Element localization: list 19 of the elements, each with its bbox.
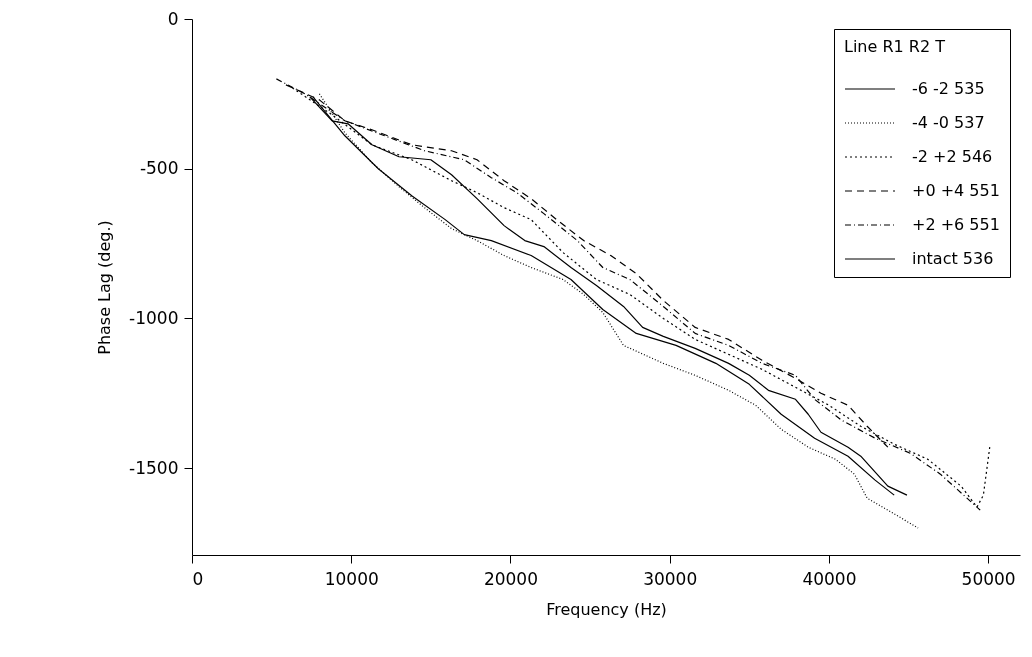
legend-label: intact 536 (912, 249, 994, 268)
x-tick-label: 40000 (802, 568, 857, 589)
y-tick-label: -1500 (129, 457, 179, 478)
y-tick-label: -1000 (129, 307, 179, 328)
legend-label: -2 +2 546 (912, 147, 993, 166)
y-tick-label: 0 (167, 8, 179, 29)
legend-title: Line R1 R2 T (844, 37, 946, 56)
legend-label: -6 -2 535 (912, 79, 985, 98)
legend-label: -4 -0 537 (912, 113, 985, 132)
x-tick-label: 10000 (324, 568, 379, 589)
x-tick-label: 0 (192, 568, 204, 589)
legend-label: +0 +4 551 (912, 181, 1000, 200)
x-tick-label: 50000 (961, 568, 1016, 589)
x-tick-label: 30000 (643, 568, 698, 589)
y-tick-label: -500 (139, 158, 179, 179)
x-axis-title: Frequency (Hz) (546, 599, 667, 619)
y-axis-title: Phase Lag (deg.) (95, 220, 115, 355)
x-tick-label: 20000 (483, 568, 539, 589)
legend-label: +2 +6 551 (912, 215, 1000, 234)
